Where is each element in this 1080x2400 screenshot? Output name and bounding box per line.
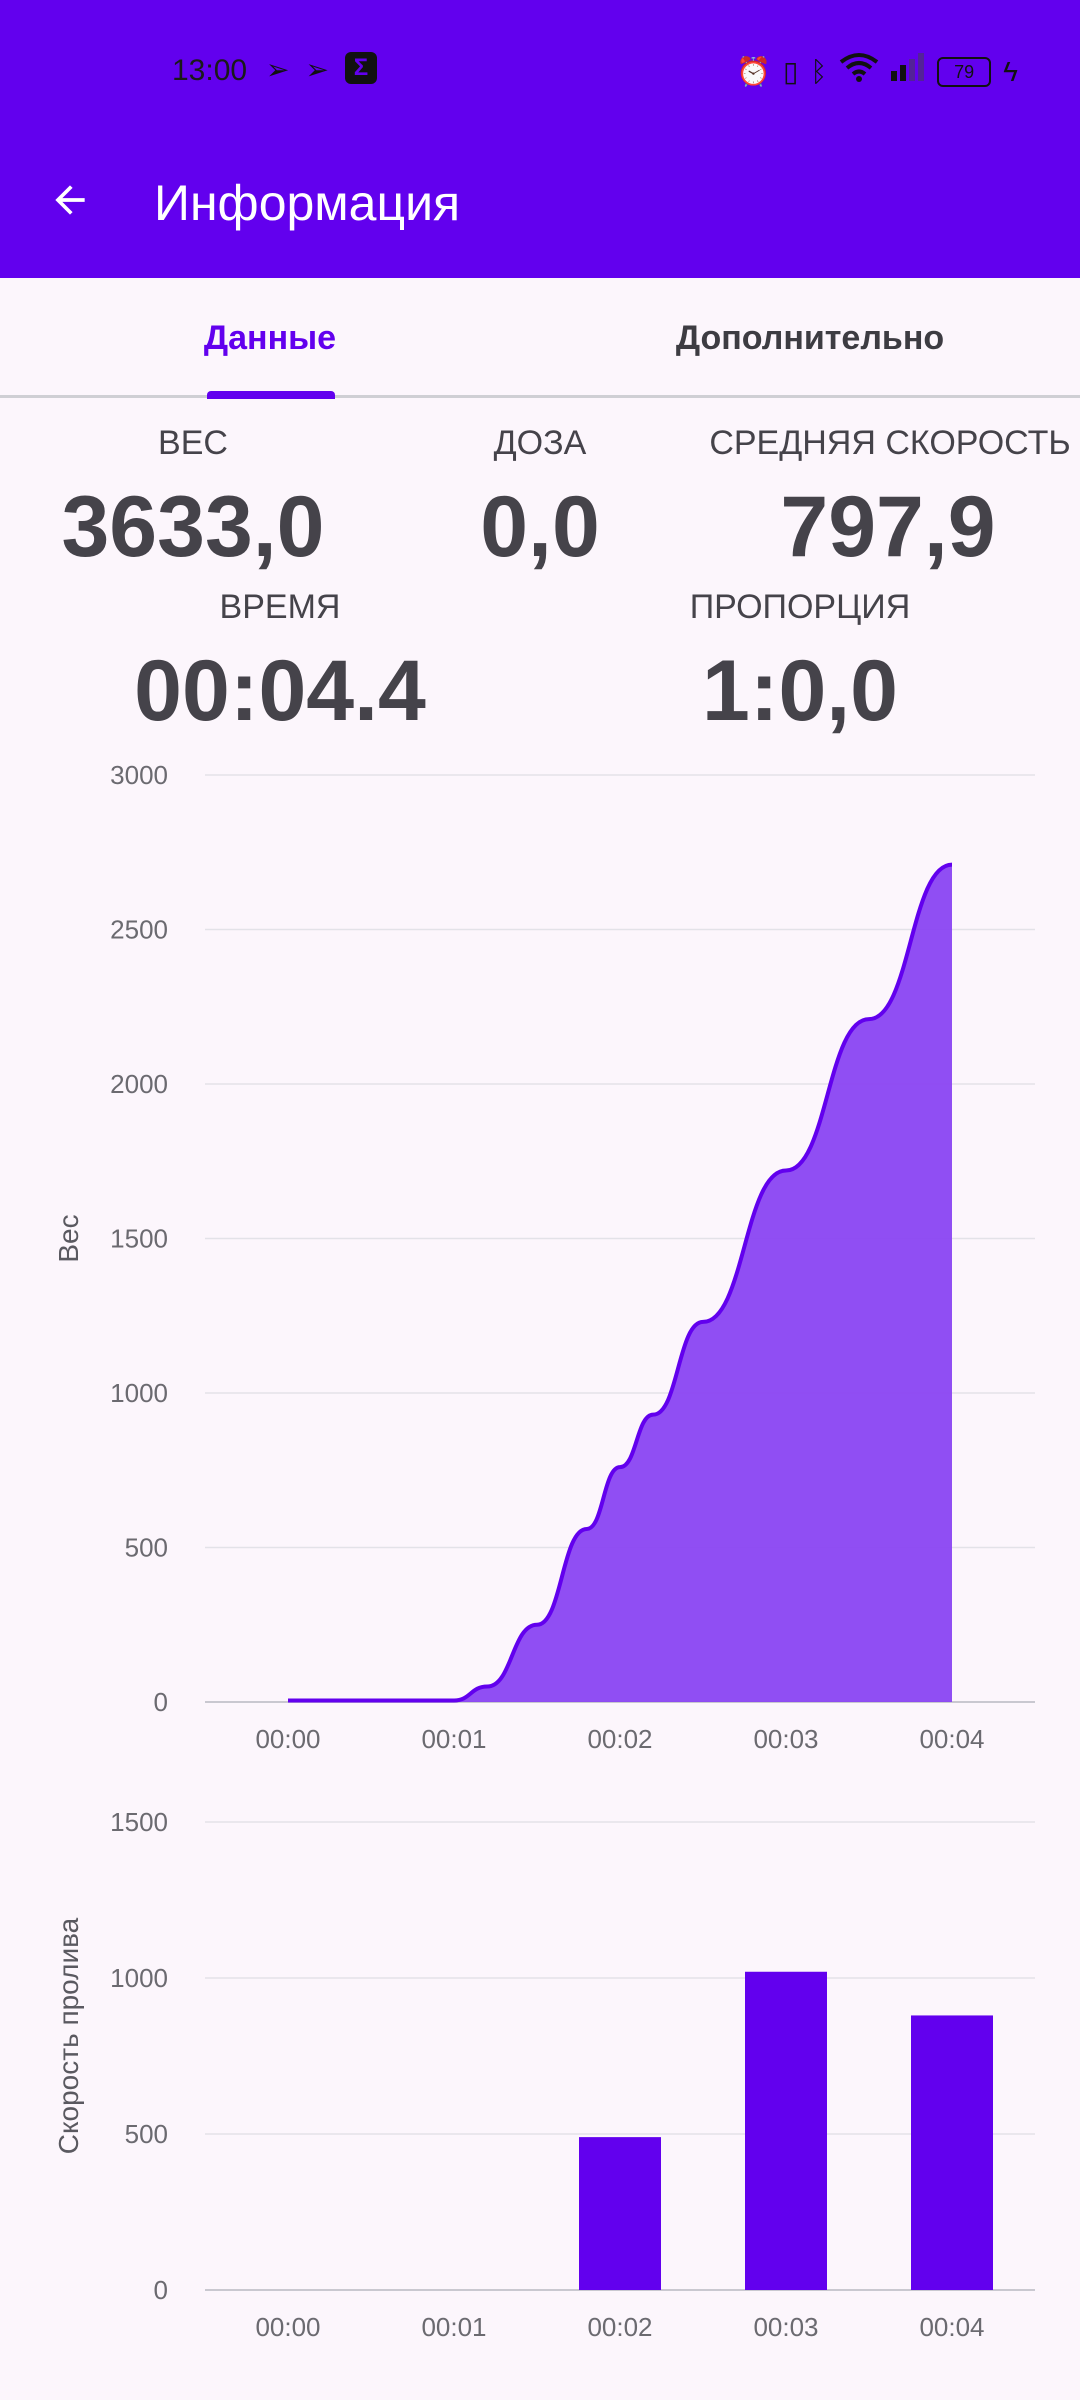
time-value: 00:04.4 <box>105 642 455 741</box>
back-button[interactable] <box>38 168 102 232</box>
arrow-back-icon <box>48 178 92 222</box>
speed-bar <box>911 2015 993 2290</box>
y-tick-label: 1000 <box>110 1378 168 1408</box>
x-tick-label: 00:03 <box>753 2312 818 2342</box>
y-tick-label: 2000 <box>110 1069 168 1099</box>
status-time: 13:00 <box>172 54 247 88</box>
status-bar: 13:00 ➢ ➢ Σ ⏰ ▯ ᛒ 79 ϟ <box>0 0 1080 144</box>
x-tick-label: 00:02 <box>587 2312 652 2342</box>
sigma-app-icon: Σ <box>345 52 377 84</box>
y-tick-label: 0 <box>154 1687 168 1717</box>
x-tick-label: 00:04 <box>919 2312 984 2342</box>
vibrate-icon: ▯ <box>783 54 798 90</box>
status-right-icons: ⏰ ▯ ᛒ 79 ϟ <box>736 52 1018 91</box>
weight-label: ВЕС <box>93 424 293 463</box>
x-tick-label: 00:03 <box>753 1724 818 1754</box>
x-tick-label: 00:02 <box>587 1724 652 1754</box>
battery-icon: 79 <box>937 57 991 87</box>
tab-indicator <box>207 391 335 399</box>
ratio-label: ПРОПОРЦИЯ <box>670 588 930 627</box>
x-tick-label: 00:04 <box>919 1724 984 1754</box>
x-tick-label: 00:00 <box>255 2312 320 2342</box>
dose-value: 0,0 <box>420 478 660 577</box>
tab-bar: Данные Дополнительно <box>0 278 1080 398</box>
weight-area-fill <box>288 865 952 1702</box>
y-tick-label: 1500 <box>110 1224 168 1254</box>
x-tick-label: 00:01 <box>421 2312 486 2342</box>
pour-speed-chart: 0 500 1000 1500 00:00 00:01 00:02 00:03 00:04 Ско… <box>0 1780 1080 2360</box>
y-tick-label: 1000 <box>110 1963 168 1993</box>
x-tick-label: 00:00 <box>255 1724 320 1754</box>
speed-bar <box>579 2137 661 2290</box>
bluetooth-icon: ᛒ <box>810 54 827 90</box>
alarm-icon: ⏰ <box>736 54 771 90</box>
wifi-icon <box>839 52 879 91</box>
dose-label: ДОЗА <box>440 424 640 463</box>
charging-icon: ϟ <box>1003 54 1018 90</box>
weight-chart: 0 500 1000 1500 2000 2500 3000 00:00 00:01 00:02 0… <box>0 740 1080 1770</box>
tab-data[interactable]: Данные <box>0 278 540 398</box>
avg-speed-value: 797,9 <box>738 478 1038 577</box>
y-tick-label: 0 <box>154 2275 168 2305</box>
signal-icon <box>891 53 925 90</box>
y-tick-label: 500 <box>125 2119 168 2149</box>
y-tick-label: 2500 <box>110 915 168 945</box>
tab-additional[interactable]: Дополнительно <box>540 278 1080 398</box>
time-label: ВРЕМЯ <box>180 588 380 627</box>
y-tick-label: 1500 <box>110 1807 168 1837</box>
y-axis-title: Вес <box>53 1214 84 1262</box>
status-left-icons: ➢ ➢ Σ <box>266 52 377 88</box>
y-tick-label: 500 <box>125 1533 168 1563</box>
app-bar: Информация <box>0 144 1080 278</box>
weight-value: 3633,0 <box>43 478 343 577</box>
y-axis-title: Скорость пролива <box>53 1917 84 2154</box>
telegram-icon: ➢ <box>305 52 328 88</box>
speed-bar <box>745 1972 827 2290</box>
x-tick-label: 00:01 <box>421 1724 486 1754</box>
telegram-icon: ➢ <box>266 52 289 88</box>
page-title: Информация <box>154 168 460 238</box>
y-tick-label: 3000 <box>110 760 168 790</box>
avg-speed-label: СРЕДНЯЯ СКОРОСТЬ <box>705 424 1075 463</box>
ratio-value: 1:0,0 <box>650 642 950 741</box>
